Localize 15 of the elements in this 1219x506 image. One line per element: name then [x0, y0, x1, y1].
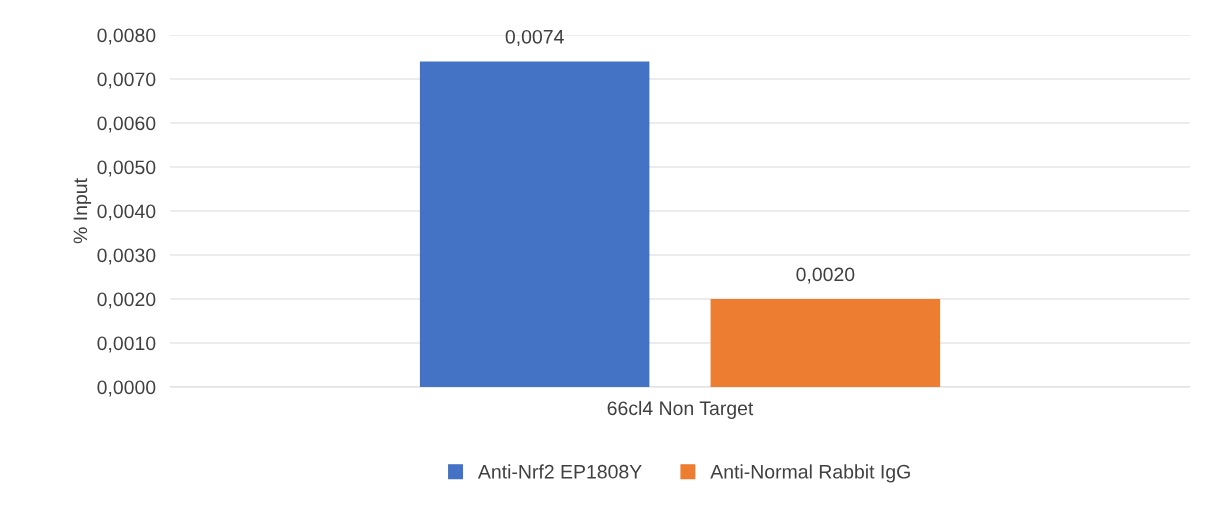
legend-label: Anti-Nrf2 EP1808Y — [477, 464, 642, 479]
y-tick-label: 0,0060 — [97, 116, 156, 133]
y-tick-label: 0,0010 — [97, 336, 156, 353]
y-tick-label: 0,0070 — [97, 72, 156, 89]
x-tick-label: 66cl4 Non Target — [607, 400, 754, 420]
y-tick-label: 0,0080 — [97, 28, 156, 45]
data-label: 0,0020 — [796, 267, 855, 284]
y-tick-label: 0,0000 — [97, 380, 156, 397]
y-axis-title: % Input — [73, 178, 92, 244]
y-tick-label: 0,0030 — [97, 248, 156, 265]
y-tick-label: 0,0040 — [97, 204, 156, 221]
legend-label: Anti-Normal Rabbit IgG — [710, 464, 910, 483]
y-tick-label: 0,0050 — [97, 160, 156, 177]
y-tick-label: 0,0020 — [97, 292, 156, 309]
data-label: 0,0074 — [505, 29, 564, 46]
